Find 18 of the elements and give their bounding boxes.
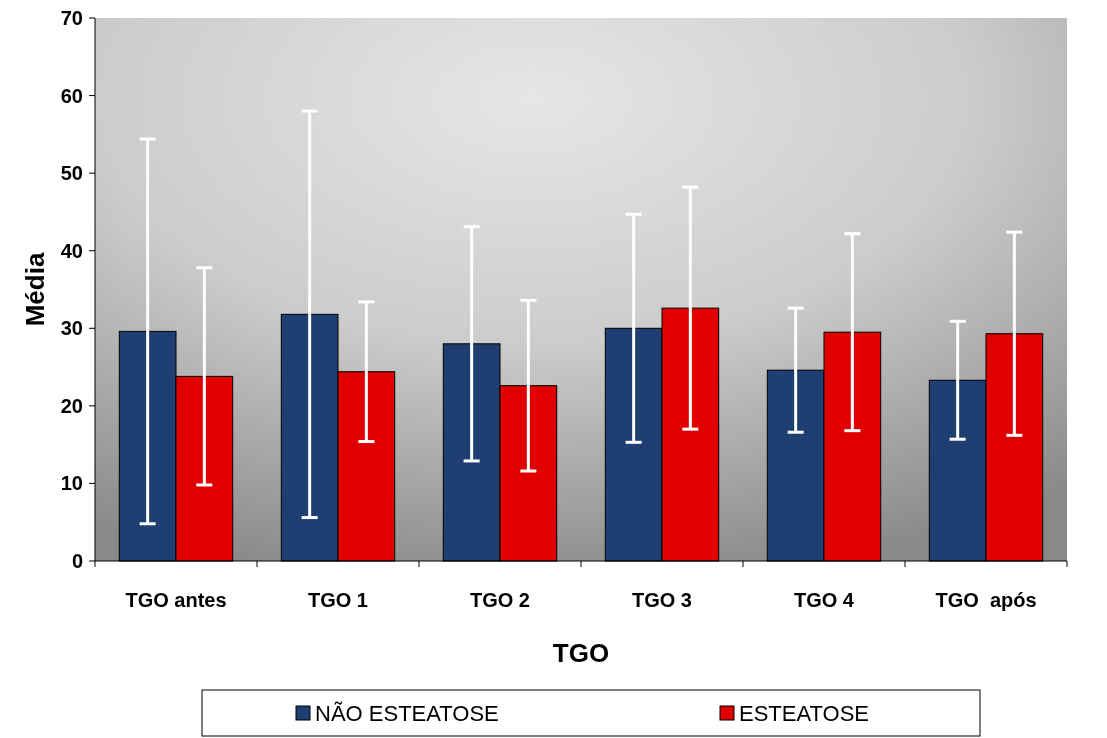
x-tick-label: TGO 3 <box>631 589 693 611</box>
legend-label: ESTEATOSE <box>739 700 870 726</box>
y-tick-label: 10 <box>60 472 83 495</box>
y-tick-label: 50 <box>60 162 83 185</box>
y-tick-label: 70 <box>60 7 83 29</box>
legend-label: NÃO ESTEATOSE <box>315 700 499 726</box>
x-tick-label: TGO 1 <box>307 589 369 611</box>
x-tick-label: TGO 2 <box>469 589 531 611</box>
y-tick-label: 30 <box>60 317 83 340</box>
x-tick-label: TGO 4 <box>793 589 855 611</box>
y-tick-label: 0 <box>71 550 83 572</box>
y-tick-label: 60 <box>60 84 83 107</box>
y-tick-label: 40 <box>60 239 83 262</box>
x-axis-title: TGO <box>552 638 610 668</box>
x-tick-label: TGO antes <box>125 589 227 611</box>
y-tick-label: 20 <box>60 394 83 417</box>
y-axis-title: Média <box>20 252 50 327</box>
x-tick-label: TGO após <box>935 589 1037 611</box>
